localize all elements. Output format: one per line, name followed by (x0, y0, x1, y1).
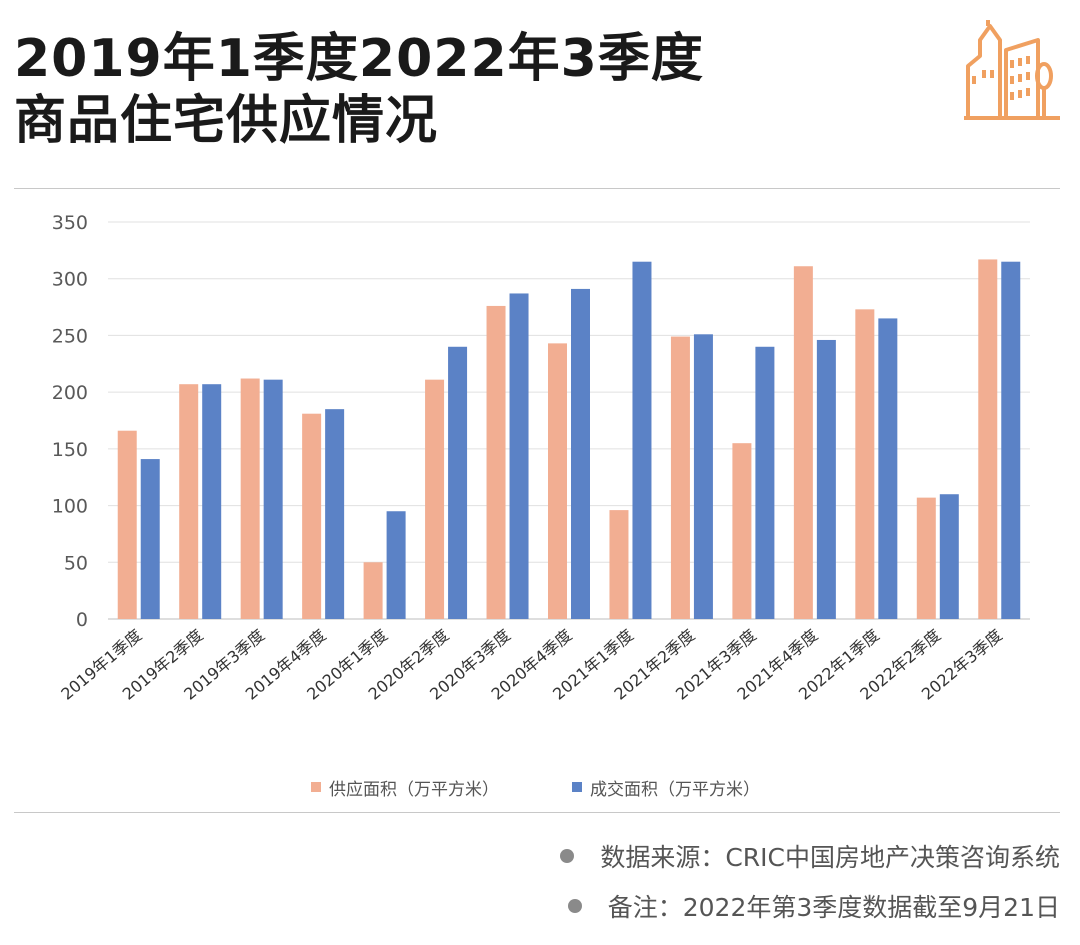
bar-supply (916, 497, 936, 619)
bar-supply (363, 562, 383, 619)
y-tick-label: 300 (52, 269, 88, 291)
top-divider (14, 188, 1060, 189)
bar-supply (732, 443, 752, 619)
legend-label-deal: 成交面积（万平方米） (590, 779, 760, 800)
title-block: 2019年1季度2022年3季度 商品住宅供应情况 (14, 28, 704, 152)
bar-supply (486, 305, 506, 619)
bar-deal (263, 379, 283, 619)
bar-supply (978, 259, 998, 619)
y-tick-label: 200 (52, 382, 88, 404)
legend-swatch-deal (572, 782, 582, 792)
note-source-row: 数据来源：CRIC中国房地产决策咨询系统 (560, 836, 1060, 876)
legend-item-deal: 成交面积（万平方米） (572, 772, 760, 802)
legend-item-supply: 供应面积（万平方米） (311, 772, 499, 802)
bar-deal (939, 494, 959, 619)
legend-label-supply: 供应面积（万平方米） (329, 779, 499, 800)
bar-deal (386, 511, 406, 619)
chart-legend: 供应面积（万平方米） 成交面积（万平方米） (0, 772, 1080, 802)
notes: 数据来源：CRIC中国房地产决策咨询系统 备注：2022年第3季度数据截至9月2… (560, 836, 1060, 936)
bar-supply (548, 343, 567, 619)
bar-deal (140, 459, 160, 619)
bar-deal (448, 346, 468, 619)
note-source: 数据来源：CRIC中国房地产决策咨询系统 (600, 843, 1060, 872)
y-tick-label: 50 (64, 552, 88, 574)
bar-deal (755, 346, 775, 619)
bar-deal (1001, 261, 1021, 619)
bar-supply (179, 384, 199, 619)
bullet-dot-icon (567, 899, 582, 913)
bar-deal (878, 318, 898, 619)
bar-supply (609, 510, 629, 619)
page-title-line1: 2019年1季度2022年3季度 (14, 29, 704, 89)
y-tick-label: 250 (52, 325, 88, 347)
bar-deal (202, 384, 222, 619)
y-tick-label: 100 (52, 496, 88, 518)
bar-deal (509, 293, 529, 619)
bottom-divider (14, 812, 1060, 813)
bar-supply (670, 336, 690, 619)
bar-deal (571, 288, 590, 619)
y-tick-label: 0 (76, 609, 88, 631)
bar-supply (302, 413, 322, 619)
page-title-line2: 商品住宅供应情况 (14, 91, 439, 151)
bar-chart: 0501001502002503003502019年1季度2019年2季度201… (52, 212, 1030, 704)
bar-deal (632, 261, 652, 619)
bar-deal (693, 334, 713, 619)
bar-deal (816, 339, 836, 619)
bar-supply (793, 266, 813, 619)
legend-swatch-supply (311, 782, 321, 792)
bar-supply (240, 378, 260, 619)
bar-supply (855, 309, 875, 619)
note-remark: 备注：2022年第3季度数据截至9月21日 (607, 893, 1060, 922)
bar-deal (325, 409, 345, 619)
city-buildings-icon (964, 20, 1060, 120)
y-tick-label: 350 (52, 212, 88, 234)
bullet-dot-icon (560, 849, 575, 863)
bar-supply (117, 430, 137, 619)
y-tick-label: 150 (52, 439, 88, 461)
note-remark-row: 备注：2022年第3季度数据截至9月21日 (560, 886, 1060, 926)
bar-supply (425, 379, 445, 619)
